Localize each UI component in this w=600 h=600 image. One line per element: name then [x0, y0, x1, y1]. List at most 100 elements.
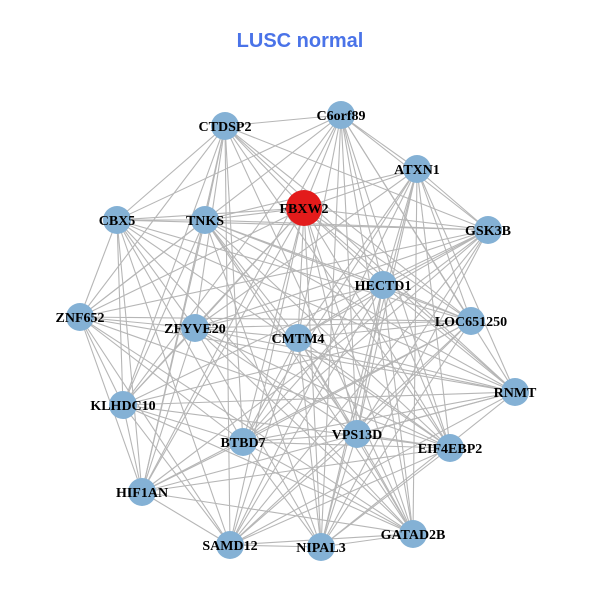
edge-GSK3B-ZFYVE20 [194, 229, 489, 329]
edge-LOC651250-ZNF652 [79, 316, 472, 322]
node-GATAD2B [399, 520, 427, 548]
edge-BTBD7-EIF4EBP2 [242, 441, 451, 449]
edge-ZFYVE20-HIF1AN [141, 327, 196, 493]
edge-HECTD1-GATAD2B [382, 284, 414, 535]
node-label-HECTD1: HECTD1 [355, 279, 412, 294]
edge-TNKS-NIPAL3 [204, 219, 322, 548]
figure-title: LUSC normal [236, 30, 364, 52]
edge-CBX5-BTBD7 [116, 219, 244, 443]
edge-BTBD7-VPS13D [242, 433, 358, 443]
edge-FBXW2-ATXN1 [303, 168, 418, 209]
node-label-BTBD7: BTBD7 [220, 436, 265, 451]
edge-HECTD1-VPS13D [356, 284, 384, 435]
edge-RNMT-NIPAL3 [320, 391, 516, 548]
edge-EIF4EBP2-NIPAL3 [320, 447, 451, 548]
edge-TNKS-ZNF652 [79, 219, 206, 318]
edge-ZNF652-ZFYVE20 [79, 316, 196, 329]
edge-ZFYVE20-NIPAL3 [194, 327, 322, 548]
node-label-NIPAL3: NIPAL3 [296, 541, 346, 556]
edge-KLHDC10-GATAD2B [122, 404, 414, 535]
node-label-EIF4EBP2: EIF4EBP2 [418, 442, 483, 457]
edge-CTDSP2-EIF4EBP2 [224, 125, 451, 449]
edge-GSK3B-TNKS [204, 219, 489, 231]
edge-FBXW2-SAMD12 [229, 207, 305, 546]
edge-FBXW2-ZNF652 [79, 207, 305, 318]
edge-FBXW2-CTDSP2 [224, 125, 305, 209]
node-label-ATXN1: ATXN1 [394, 163, 440, 178]
edge-BTBD7-HIF1AN [141, 441, 244, 493]
edge-GSK3B-NIPAL3 [320, 229, 489, 548]
node-LOC651250 [457, 307, 485, 335]
edge-C6orf89-HIF1AN [141, 114, 342, 493]
edge-CBX5-KLHDC10 [116, 219, 124, 406]
edge-ATXN1-VPS13D [356, 168, 418, 435]
edge-EIF4EBP2-HIF1AN [141, 447, 451, 493]
edge-VPS13D-GATAD2B [356, 433, 414, 535]
edge-HECTD1-RNMT [382, 284, 516, 393]
edge-LOC651250-KLHDC10 [122, 320, 472, 406]
edge-HECTD1-LOC651250 [382, 284, 472, 322]
edge-C6orf89-CBX5 [116, 114, 342, 221]
edge-CMTM4-SAMD12 [229, 337, 299, 546]
edge-KLHDC10-HIF1AN [122, 404, 143, 493]
edge-ZFYVE20-VPS13D [194, 327, 358, 435]
edge-ATXN1-EIF4EBP2 [416, 168, 451, 449]
edge-CBX5-LOC651250 [116, 219, 472, 322]
edge-ZNF652-RNMT [79, 316, 516, 393]
edge-ZNF652-KLHDC10 [79, 316, 124, 406]
node-KLHDC10 [109, 391, 137, 419]
edge-RNMT-KLHDC10 [122, 391, 516, 406]
edge-NIPAL3-GATAD2B [320, 533, 414, 548]
edge-ZFYVE20-CMTM4 [194, 327, 299, 339]
node-label-LOC651250: LOC651250 [435, 315, 507, 330]
edge-CMTM4-RNMT [297, 337, 516, 393]
edge-CBX5-GATAD2B [116, 219, 414, 535]
node-label-GSK3B: GSK3B [465, 224, 511, 239]
edge-LOC651250-ZFYVE20 [194, 320, 472, 329]
node-RNMT [501, 378, 529, 406]
node-label-HIF1AN: HIF1AN [116, 486, 168, 501]
edge-C6orf89-HECTD1 [340, 114, 384, 286]
edge-FBXW2-RNMT [303, 207, 516, 393]
node-label-RNMT: RNMT [494, 386, 537, 401]
edge-CTDSP2-SAMD12 [224, 125, 231, 546]
edge-CBX5-ZNF652 [79, 219, 118, 318]
edge-FBXW2-HIF1AN [141, 207, 305, 493]
edge-TNKS-CMTM4 [204, 219, 299, 339]
edge-VPS13D-EIF4EBP2 [356, 433, 451, 449]
edge-BTBD7-GATAD2B [242, 441, 414, 535]
node-TNKS [191, 206, 219, 234]
edge-GSK3B-ZNF652 [79, 229, 489, 318]
node-VPS13D [343, 420, 371, 448]
node-BTBD7 [229, 428, 257, 456]
edge-RNMT-SAMD12 [229, 391, 516, 546]
node-ZNF652 [66, 303, 94, 331]
edge-CBX5-ZFYVE20 [116, 219, 196, 329]
edge-TNKS-LOC651250 [204, 219, 472, 322]
node-EIF4EBP2 [436, 434, 464, 462]
node-FBXW2-hub [286, 190, 322, 226]
node-label-KLHDC10: KLHDC10 [90, 399, 155, 414]
node-label-VPS13D: VPS13D [332, 428, 383, 443]
node-CMTM4 [284, 324, 312, 352]
edge-GSK3B-HECTD1 [382, 229, 489, 286]
node-label-C6orf89: C6orf89 [317, 109, 366, 124]
edge-FBXW2-BTBD7 [242, 207, 305, 443]
edge-ZNF652-GATAD2B [79, 316, 414, 535]
edge-TNKS-GATAD2B [204, 219, 414, 535]
edge-ZNF652-SAMD12 [79, 316, 231, 546]
edge-C6orf89-ATXN1 [340, 114, 418, 170]
edge-ATXN1-ZFYVE20 [194, 168, 418, 329]
edge-CMTM4-NIPAL3 [297, 337, 322, 548]
edge-FBXW2-VPS13D [303, 207, 358, 435]
node-label-ZNF652: ZNF652 [56, 311, 105, 326]
node-ZFYVE20 [181, 314, 209, 342]
edge-FBXW2-LOC651250 [303, 207, 472, 322]
edge-ATXN1-RNMT [416, 168, 516, 393]
node-HIF1AN [128, 478, 156, 506]
node-label-CBX5: CBX5 [99, 214, 136, 229]
node-CBX5 [103, 206, 131, 234]
edge-LOC651250-NIPAL3 [320, 320, 472, 548]
edge-TNKS-RNMT [204, 219, 516, 393]
node-label-SAMD12: SAMD12 [202, 539, 257, 554]
